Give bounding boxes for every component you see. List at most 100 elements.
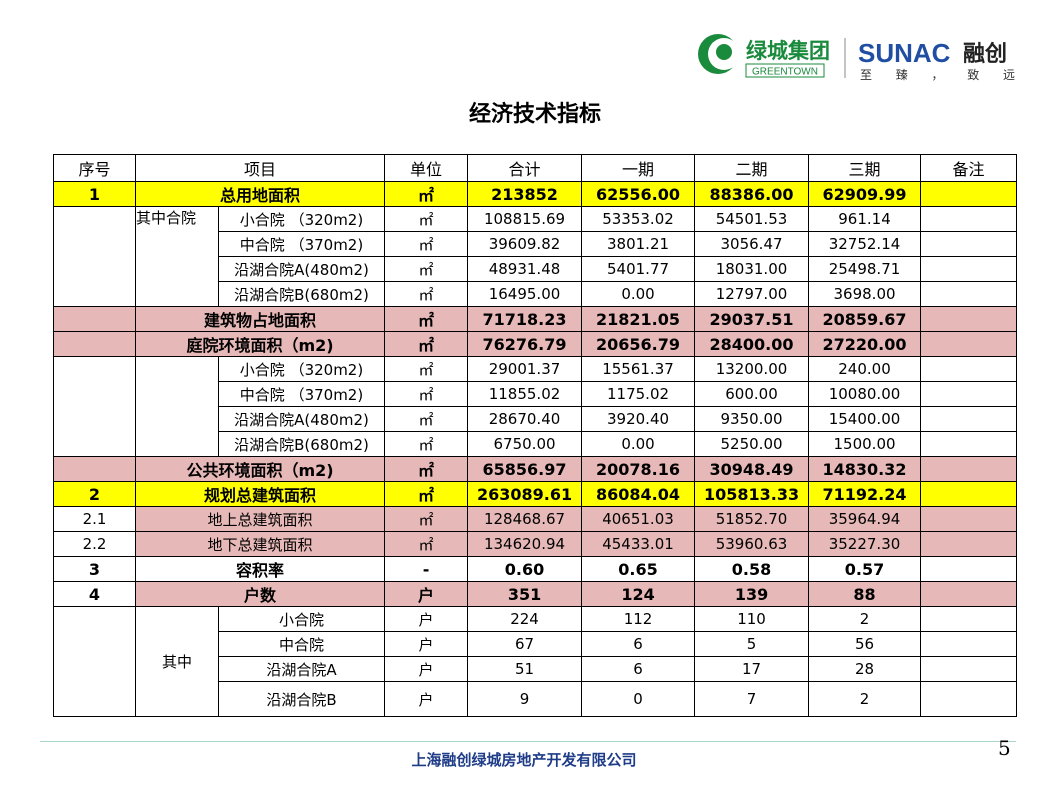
note-cell	[920, 256, 1018, 282]
company: 上海融创绿城房地产开发有限公司	[411, 751, 637, 769]
sub-row: 沿湖合院A(480m2) ㎡ 28670.40 3920.40 9350.00 15400…	[54, 406, 1018, 432]
unit-cell: 户	[384, 581, 469, 607]
item-cell: 小合院 （320m2)	[217, 356, 386, 382]
unit-cell: -	[384, 556, 469, 582]
value-cell: 240.00	[808, 356, 922, 382]
greentown-cn: 绿城集团	[746, 39, 830, 63]
value-cell: 51852.70	[694, 506, 810, 532]
note-cell	[920, 206, 1018, 232]
header-cell: 项目	[134, 154, 386, 182]
value-cell: 7	[694, 681, 810, 717]
value-cell: 351	[467, 581, 583, 607]
empty-cell	[53, 206, 136, 307]
value-cell: 3920.40	[581, 406, 696, 432]
value-cell: 28	[808, 656, 922, 682]
sub-row: 中合院户 67 6 5 56	[54, 631, 1018, 657]
unit-cell: ㎡	[384, 381, 469, 407]
note-cell	[920, 406, 1018, 432]
value-cell: 1175.02	[581, 381, 696, 407]
value-cell: 20078.16	[581, 456, 696, 482]
item-cell: 沿湖合院B	[217, 681, 386, 717]
header-cell: 单位	[384, 154, 469, 182]
item-cell: 容积率	[134, 556, 386, 582]
item-cell: 户数	[134, 581, 386, 607]
page-number: 5	[998, 736, 1011, 760]
group-cell: 其中	[135, 606, 219, 717]
value-cell: 45433.01	[581, 531, 696, 557]
note-cell	[920, 531, 1018, 557]
title: 经济技术指标	[468, 102, 601, 127]
note-cell	[920, 581, 1018, 607]
value-cell: 2	[808, 681, 922, 717]
note-cell	[920, 481, 1018, 507]
value-cell: 263089.61	[467, 481, 583, 507]
note-cell	[920, 431, 1018, 457]
value-cell: 35227.30	[808, 531, 922, 557]
sub-row: 其中合院 小合院 （320m2) ㎡ 108815.69 53353.02 54501.5…	[53, 206, 1018, 307]
note-cell	[920, 681, 1018, 717]
no-cell	[53, 306, 136, 332]
note-cell	[920, 456, 1018, 482]
value-cell: 56	[808, 631, 922, 657]
item-cell: 小合院 （320m2)	[217, 206, 386, 232]
unit-cell: ㎡	[384, 406, 469, 432]
note-cell	[920, 356, 1018, 382]
value-cell: 0	[581, 681, 696, 717]
unit-cell: ㎡	[384, 256, 469, 282]
value-cell: 3698.00	[808, 281, 922, 307]
item-cell: 地下总建筑面积	[134, 531, 386, 557]
value-cell: 13200.00	[694, 356, 810, 382]
empty-cell	[53, 356, 136, 457]
value-cell: 20859.67	[808, 306, 922, 332]
value-cell: 39609.82	[467, 231, 583, 257]
value-cell: 1500.00	[808, 431, 922, 457]
value-cell: 9	[467, 681, 583, 717]
value-cell: 961.14	[808, 206, 922, 232]
value-cell: 0.00	[581, 431, 696, 457]
item-cell: 公共环境面积（m2)	[134, 456, 386, 482]
value-cell: 71718.23	[467, 306, 583, 332]
value-cell: 27220.00	[808, 331, 922, 357]
value-cell: 6	[581, 656, 696, 682]
value-cell: 86084.04	[581, 481, 696, 507]
value-cell: 110	[694, 606, 810, 632]
value-cell: 0.00	[581, 281, 696, 307]
value-cell: 29037.51	[694, 306, 810, 332]
value-cell: 112	[581, 606, 696, 632]
main-row: 庭院环境面积（m2) ㎡ 76276.79 20656.79 28400.00 27220…	[53, 331, 1018, 357]
no-cell: 4	[53, 581, 136, 607]
item-cell: 沿湖合院A(480m2)	[217, 256, 386, 282]
greentown-en: GREENTOWN	[752, 67, 818, 78]
value-cell: 139	[694, 581, 810, 607]
greentown-box	[745, 63, 825, 78]
value-cell: 0.58	[694, 556, 810, 582]
header-cell: 合计	[467, 154, 583, 182]
value-cell: 15561.37	[581, 356, 696, 382]
greentown-leaf	[716, 44, 732, 60]
item-cell: 沿湖合院A	[217, 656, 386, 682]
no-cell	[53, 331, 136, 357]
footer-rule	[40, 741, 1016, 742]
note-cell	[920, 606, 1018, 632]
value-cell: 51	[467, 656, 583, 682]
item-cell: 建筑物占地面积	[134, 306, 386, 332]
sub-row: 沿湖合院A 户 51 6 17 28	[54, 656, 1018, 682]
value-cell: 28400.00	[694, 331, 810, 357]
sunac-en: SUNAC	[858, 38, 951, 68]
value-cell: 53960.63	[694, 531, 810, 557]
value-cell: 17	[694, 656, 810, 682]
value-cell: 71192.24	[808, 481, 922, 507]
note-cell	[920, 631, 1018, 657]
item-cell: 中合院 （370m2)	[217, 231, 386, 257]
unit-cell: ㎡	[384, 456, 469, 482]
value-cell: 128468.67	[467, 506, 583, 532]
note-cell	[920, 231, 1018, 257]
value-cell: 0.57	[808, 556, 922, 582]
unit-cell: ㎡	[384, 481, 469, 507]
value-cell: 30948.49	[694, 456, 810, 482]
unit-cell: ㎡	[384, 531, 469, 557]
item-cell: 小合院	[217, 606, 386, 632]
header-cell: 一期	[581, 154, 696, 182]
